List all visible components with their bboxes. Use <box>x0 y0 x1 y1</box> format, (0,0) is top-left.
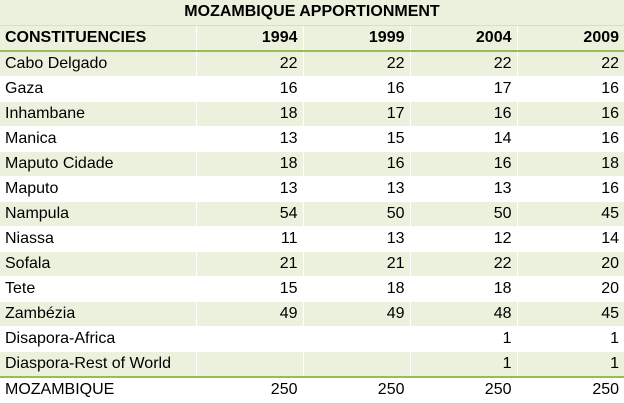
seat-count: 1 <box>516 326 624 352</box>
seat-count: 20 <box>516 276 624 302</box>
seat-count: 21 <box>302 251 410 277</box>
seat-count <box>195 351 303 377</box>
constituency-name: Maputo Cidade <box>0 151 196 177</box>
seat-count: 16 <box>516 76 624 102</box>
seat-count: 50 <box>302 201 410 227</box>
total-seat-count: 250 <box>409 375 517 403</box>
seat-count <box>302 326 410 352</box>
column-header-year: 2004 <box>409 25 517 52</box>
seat-count: 45 <box>516 201 624 227</box>
seat-count: 16 <box>195 76 303 102</box>
seat-count: 18 <box>302 276 410 302</box>
constituency-name: Zambézia <box>0 301 196 327</box>
table-row: Disapora-Africa 1 1 <box>0 326 624 352</box>
constituency-name: Nampula <box>0 201 196 227</box>
seat-count: 11 <box>195 226 303 252</box>
seat-count: 17 <box>409 76 517 102</box>
seat-count: 1 <box>516 351 624 377</box>
table-row: Cabo Delgado 22 22 22 22 <box>0 50 624 77</box>
seat-count: 49 <box>195 301 303 327</box>
seat-count: 12 <box>409 226 517 252</box>
seat-count: 54 <box>195 201 303 227</box>
seat-count: 45 <box>516 301 624 327</box>
table-row: Inhambane 18 17 16 16 <box>0 101 624 127</box>
seat-count: 13 <box>302 176 410 202</box>
constituency-name: Maputo <box>0 176 196 202</box>
table-row: Maputo Cidade 18 16 16 18 <box>0 151 624 177</box>
seat-count: 17 <box>302 101 410 127</box>
seat-count: 16 <box>516 126 624 152</box>
column-header-year: 2009 <box>516 25 624 52</box>
title-row: MOZAMBIQUE APPORTIONMENT <box>0 0 624 26</box>
seat-count: 50 <box>409 201 517 227</box>
seat-count: 1 <box>409 326 517 352</box>
seat-count: 16 <box>516 101 624 127</box>
seat-count: 18 <box>409 276 517 302</box>
seat-count: 16 <box>302 76 410 102</box>
seat-count <box>302 351 410 377</box>
table-row: Maputo 13 13 13 16 <box>0 176 624 202</box>
seat-count: 22 <box>302 50 410 77</box>
constituency-name: Cabo Delgado <box>0 50 196 77</box>
total-seat-count: 250 <box>302 375 410 403</box>
seat-count: 20 <box>516 251 624 277</box>
constituency-name: Disapora-Africa <box>0 326 196 352</box>
constituency-name: Manica <box>0 126 196 152</box>
constituency-name: Inhambane <box>0 101 196 127</box>
constituency-name: Niassa <box>0 226 196 252</box>
seat-count: 22 <box>409 251 517 277</box>
column-header-constituencies: CONSTITUENCIES <box>0 25 196 52</box>
constituency-name: Gaza <box>0 76 196 102</box>
seat-count: 13 <box>302 226 410 252</box>
seat-count: 21 <box>195 251 303 277</box>
table-row: Sofala 21 21 22 20 <box>0 251 624 277</box>
column-header-year: 1994 <box>195 25 303 52</box>
table-row: Manica 13 15 14 16 <box>0 126 624 152</box>
constituency-name: Diaspora-Rest of World <box>0 351 196 377</box>
seat-count: 49 <box>302 301 410 327</box>
seat-count: 48 <box>409 301 517 327</box>
seat-count: 18 <box>195 101 303 127</box>
table-row: Nampula 54 50 50 45 <box>0 201 624 227</box>
seat-count: 13 <box>195 176 303 202</box>
seat-count: 18 <box>195 151 303 177</box>
seat-count: 18 <box>516 151 624 177</box>
constituency-name: Tete <box>0 276 196 302</box>
total-seat-count: 250 <box>195 375 303 403</box>
seat-count: 22 <box>195 50 303 77</box>
total-label: MOZAMBIQUE <box>0 375 196 403</box>
seat-count: 15 <box>195 276 303 302</box>
constituency-name: Sofala <box>0 251 196 277</box>
table-row: Gaza 16 16 17 16 <box>0 76 624 102</box>
table-row: Niassa 11 13 12 14 <box>0 226 624 252</box>
seat-count: 22 <box>409 50 517 77</box>
seat-count: 16 <box>409 151 517 177</box>
table-title: MOZAMBIQUE APPORTIONMENT <box>0 0 624 26</box>
seat-count: 22 <box>516 50 624 77</box>
seat-count: 16 <box>409 101 517 127</box>
seat-count: 13 <box>409 176 517 202</box>
table-row: Zambézia 49 49 48 45 <box>0 301 624 327</box>
seat-count: 16 <box>302 151 410 177</box>
total-row: MOZAMBIQUE 250 250 250 250 <box>0 375 624 403</box>
seat-count: 14 <box>516 226 624 252</box>
table-row: Diaspora-Rest of World 1 1 <box>0 351 624 377</box>
seat-count <box>195 326 303 352</box>
seat-count: 16 <box>516 176 624 202</box>
table-row: Tete 15 18 18 20 <box>0 276 624 302</box>
seat-count: 14 <box>409 126 517 152</box>
header-row: CONSTITUENCIES 1994 1999 2004 2009 <box>0 25 624 52</box>
total-seat-count: 250 <box>516 375 624 403</box>
column-header-year: 1999 <box>302 25 410 52</box>
seat-count: 1 <box>409 351 517 377</box>
seat-count: 15 <box>302 126 410 152</box>
seat-count: 13 <box>195 126 303 152</box>
